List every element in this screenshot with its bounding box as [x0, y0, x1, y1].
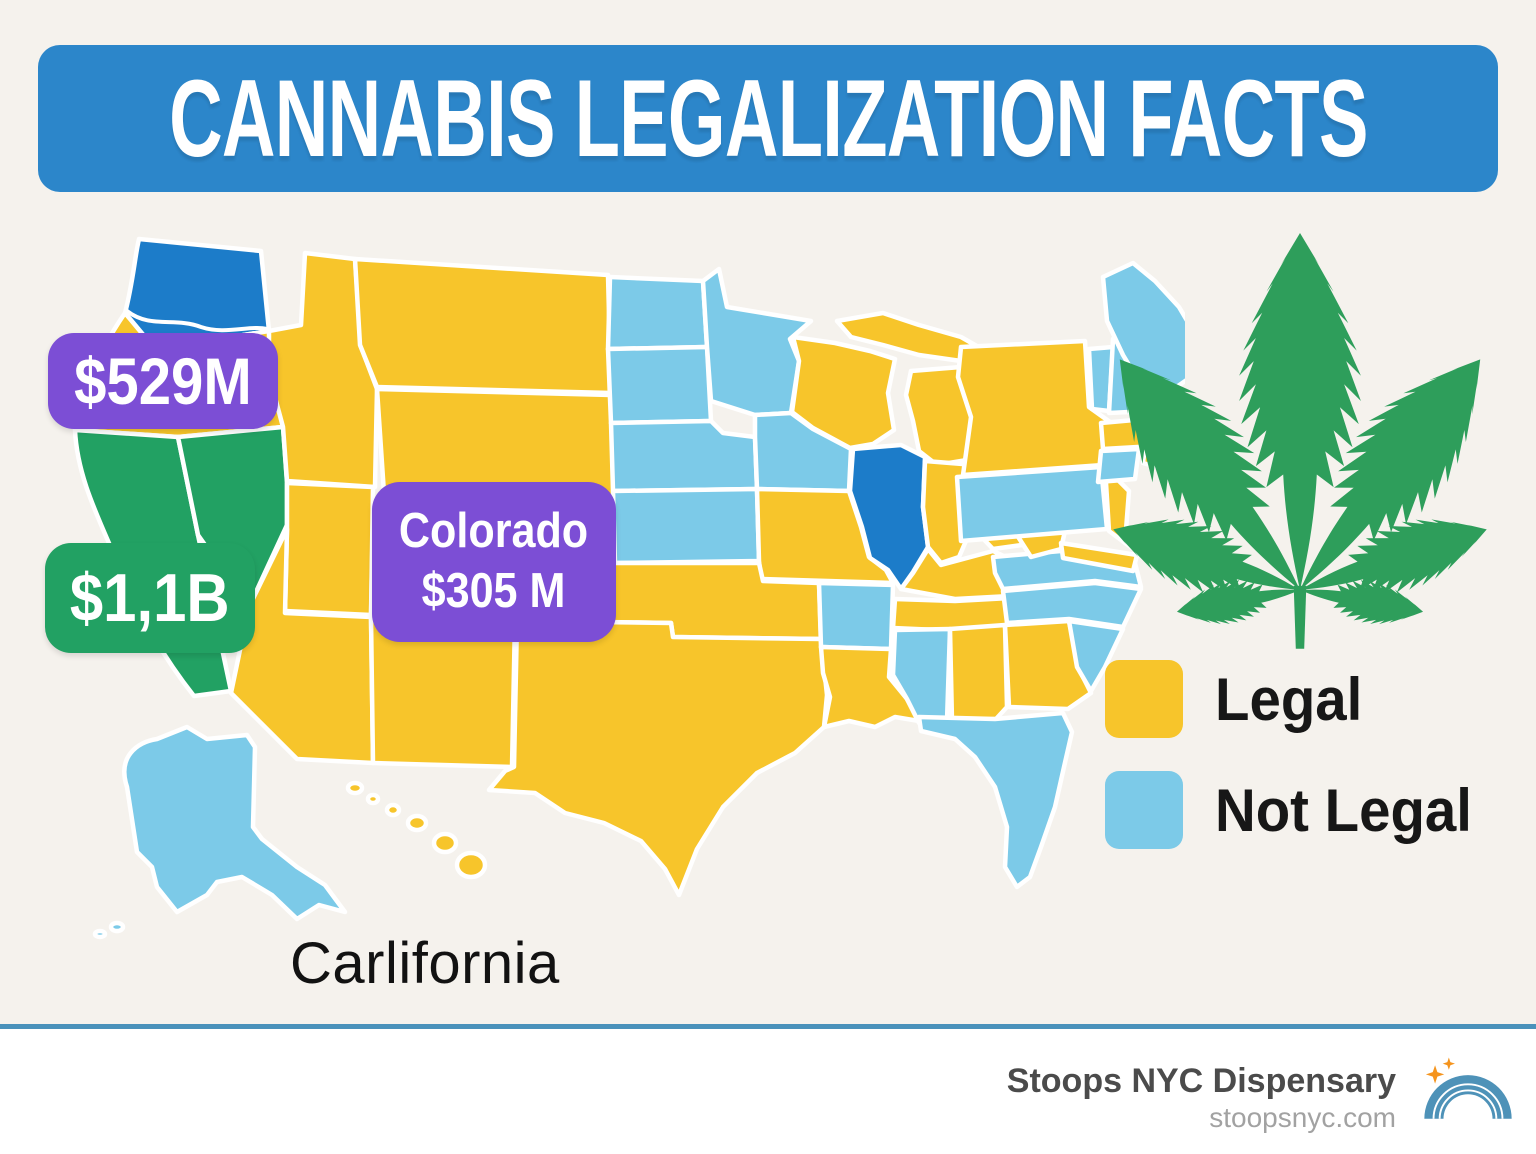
- footer-website: stoopsnyc.com: [1209, 1102, 1396, 1133]
- footer: Stoops NYC Dispensary stoopsnyc.com: [0, 1029, 1536, 1154]
- legend-swatch-not-legal: [1105, 771, 1183, 849]
- oregon-revenue-badge: $529M: [48, 333, 278, 429]
- washington-river-line: [125, 309, 269, 333]
- state-hawaii-island: [431, 831, 459, 855]
- state-south-dakota: [605, 344, 714, 426]
- map-caption: Carlifornia: [290, 931, 560, 996]
- state-texas: [486, 618, 830, 898]
- state-louisiana: [818, 644, 922, 730]
- state-montana: [352, 256, 614, 396]
- state-alaska-island: [108, 920, 126, 934]
- legend-row-not-legal: Not Legal: [1105, 771, 1505, 849]
- legend-label-legal: Legal: [1215, 665, 1363, 733]
- colorado-revenue-badge: Colorado $305 M: [372, 482, 616, 642]
- state-arkansas: [816, 580, 896, 652]
- cannabis-leaf-icon: [1110, 233, 1490, 649]
- legend-label-not-legal: Not Legal: [1215, 776, 1472, 844]
- state-hawaii-island: [365, 792, 381, 806]
- rainbow-logo-icon: [1424, 1057, 1512, 1119]
- california-revenue-badge: $1,1B: [45, 543, 255, 653]
- state-wisconsin: [789, 334, 898, 451]
- state-kansas: [610, 486, 762, 566]
- oregon-revenue-label: $529M: [74, 344, 252, 418]
- state-hawaii-island: [345, 780, 365, 796]
- state-utah: [282, 480, 376, 618]
- state-hawaii-island: [384, 802, 402, 818]
- state-hawaii-island: [405, 813, 429, 833]
- header-banner: CANNABIS LEGALIZATION FACTS: [38, 45, 1498, 192]
- sparkle-icon: [1425, 1057, 1455, 1084]
- legend: Legal Not Legal: [1105, 660, 1505, 882]
- state-maine: [1100, 260, 1185, 398]
- state-connecticut: [1095, 446, 1142, 485]
- state-alabama: [947, 622, 1010, 724]
- colorado-amount: $305 M: [422, 564, 566, 618]
- state-maryland: [1058, 540, 1140, 574]
- state-nebraska: [608, 418, 760, 494]
- california-revenue-label: $1,1B: [70, 560, 230, 636]
- colorado-name: Colorado: [399, 504, 589, 559]
- page-title: CANNABIS LEGALIZATION FACTS: [168, 57, 1368, 179]
- footer-brand-name: Stoops NYC Dispensary: [1006, 1062, 1396, 1100]
- state-alaska-island: [92, 928, 108, 940]
- state-alaska: [122, 724, 348, 922]
- state-hawaii-island: [454, 850, 488, 880]
- legend-swatch-legal: [1105, 660, 1183, 738]
- legend-row-legal: Legal: [1105, 660, 1505, 738]
- state-florida: [916, 710, 1075, 890]
- state-pennsylvania: [954, 464, 1110, 544]
- state-north-dakota: [605, 274, 710, 352]
- colorado-revenue-label: Colorado $305 M: [399, 502, 588, 622]
- footer-divider: [0, 1024, 1536, 1029]
